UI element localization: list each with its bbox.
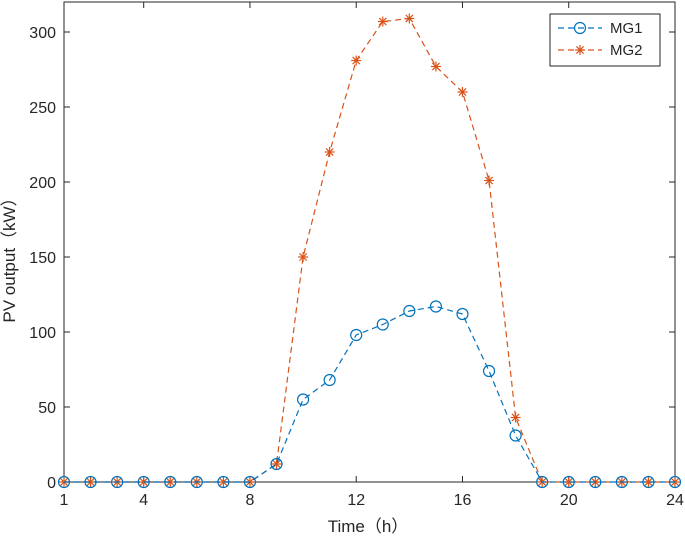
legend-entry: MG1 bbox=[558, 20, 643, 37]
data-point bbox=[615, 475, 628, 489]
data-point bbox=[668, 475, 682, 489]
y-axis-label: PV output（kW） bbox=[0, 189, 19, 322]
data-point bbox=[484, 175, 495, 186]
plot-area bbox=[63, 1, 676, 483]
legend-entry: MG2 bbox=[558, 42, 643, 59]
x-axis: 1 4 8 12 16 20 24 bbox=[60, 2, 684, 509]
data-point bbox=[430, 61, 441, 72]
data-point bbox=[243, 475, 257, 489]
series-mg2 bbox=[59, 13, 680, 487]
data-point bbox=[510, 412, 521, 423]
data-point bbox=[536, 475, 549, 489]
data-point bbox=[404, 13, 415, 24]
x-tick-label: 4 bbox=[139, 492, 148, 509]
y-tick-label: 0 bbox=[47, 475, 56, 492]
axes-box bbox=[63, 1, 676, 483]
data-point bbox=[164, 475, 177, 489]
legend-marker bbox=[573, 21, 587, 35]
data-point bbox=[642, 475, 655, 489]
x-tick-label: 8 bbox=[246, 492, 255, 509]
x-axis-label: Time（h） bbox=[328, 517, 409, 536]
data-point bbox=[84, 475, 97, 489]
data-point bbox=[509, 429, 522, 442]
x-tick-label: 12 bbox=[347, 492, 365, 509]
data-point bbox=[562, 475, 575, 489]
data-point bbox=[377, 16, 388, 27]
data-point bbox=[111, 475, 124, 489]
data-point bbox=[298, 252, 309, 262]
data-point bbox=[57, 475, 71, 489]
data-point bbox=[403, 304, 416, 318]
series-mg1 bbox=[57, 300, 682, 489]
x-tick-label: 24 bbox=[666, 492, 684, 509]
legend-marker bbox=[575, 45, 585, 55]
y-tick-label: 300 bbox=[29, 25, 56, 42]
data-point bbox=[270, 457, 283, 471]
data-point bbox=[456, 307, 469, 321]
y-tick-label: 250 bbox=[29, 100, 56, 117]
data-point bbox=[324, 147, 335, 157]
data-point bbox=[271, 459, 282, 469]
data-point bbox=[589, 475, 602, 489]
y-tick-label: 150 bbox=[29, 250, 56, 267]
data-point bbox=[351, 55, 362, 66]
legend-label: MG2 bbox=[610, 42, 643, 59]
data-point bbox=[429, 300, 443, 313]
y-tick-label: 50 bbox=[38, 400, 56, 417]
data-point bbox=[482, 364, 496, 378]
data-point bbox=[457, 87, 468, 97]
data-point bbox=[165, 477, 176, 487]
data-point bbox=[190, 475, 203, 489]
data-point bbox=[137, 475, 150, 489]
y-tick-label: 100 bbox=[29, 325, 56, 342]
series-line bbox=[64, 17, 675, 483]
x-tick-label: 1 bbox=[60, 492, 69, 509]
x-tick-label: 20 bbox=[560, 492, 578, 509]
y-tick-label: 200 bbox=[29, 175, 56, 192]
y-axis: 0 50 100 150 200 250 300 bbox=[29, 25, 675, 492]
series-layer bbox=[57, 13, 682, 489]
series-line bbox=[64, 305, 675, 483]
x-tick-label: 16 bbox=[454, 492, 472, 509]
data-point bbox=[376, 318, 389, 331]
legend-label: MG1 bbox=[610, 20, 643, 37]
data-point bbox=[323, 373, 336, 387]
data-point bbox=[350, 328, 363, 342]
data-point bbox=[296, 393, 310, 406]
data-point bbox=[217, 475, 230, 489]
legend-box bbox=[549, 13, 661, 67]
